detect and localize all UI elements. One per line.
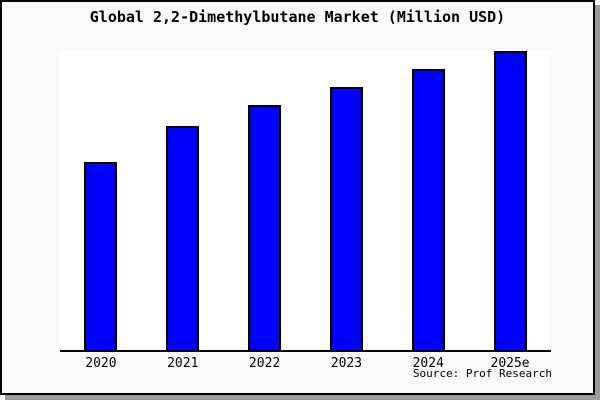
bar-2023 [329,87,363,350]
x-tick-label-2020: 2020 [85,356,117,371]
source-credit: Source: Prof Research [412,367,552,380]
bar-2021 [166,126,200,350]
x-tick-label-2024: 2024 [412,356,444,371]
x-tick-label-2025e: 2025e [490,356,530,371]
bar-2024 [411,69,445,350]
x-tick-label-2022: 2022 [248,356,281,371]
bar-2025e [493,51,527,350]
bar-2020 [84,162,118,350]
plot-area [60,50,551,352]
x-tick-label-2023: 2023 [330,356,363,371]
chart-frame: Global 2,2-Dimethylbutane Market (Millio… [0,0,595,395]
bar-2022 [248,105,282,350]
x-tick-label-2021: 2021 [167,356,199,371]
chart-title: Global 2,2-Dimethylbutane Market (Millio… [89,8,506,26]
